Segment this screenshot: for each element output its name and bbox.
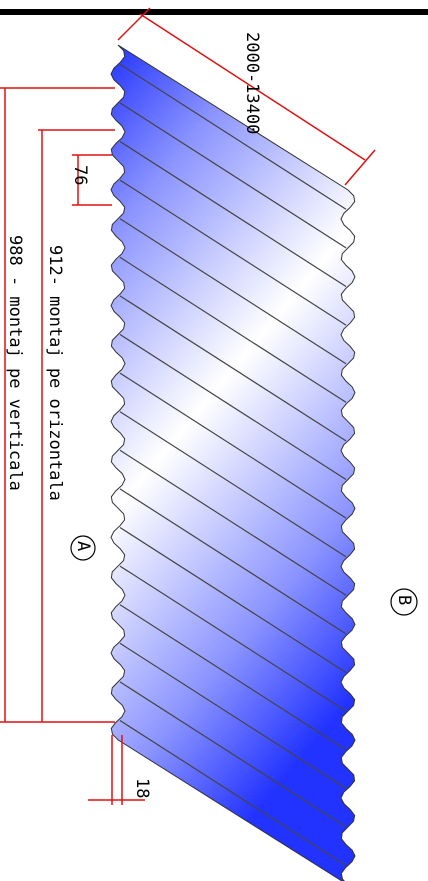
rib-line — [119, 372, 347, 519]
length-label: 2000-13400 — [242, 32, 262, 134]
label-a: A — [73, 541, 93, 551]
rib-line — [119, 719, 347, 867]
rib-line — [119, 333, 347, 481]
dim-ext — [344, 149, 376, 186]
rib-line — [119, 102, 347, 249]
width-horizontal-label: 912- montaj pe orizontala — [45, 245, 65, 501]
label-b: B — [394, 595, 414, 605]
rib-line — [119, 256, 347, 403]
rib-line — [119, 526, 347, 674]
rib-line — [119, 449, 347, 596]
rib-line — [119, 63, 347, 210]
rib-line — [119, 565, 347, 712]
pitch-label: 76 — [70, 165, 90, 185]
marker-circle — [390, 588, 418, 616]
dim-line — [139, 13, 366, 161]
rib-line — [119, 411, 347, 558]
rib-line — [119, 604, 347, 751]
ribs — [119, 63, 347, 867]
rib-line — [119, 642, 347, 789]
rib-line — [119, 140, 347, 288]
width-vertical-label: 988 - montaj pe verticala — [5, 235, 25, 491]
rib-line — [119, 218, 347, 365]
marker-circle — [70, 535, 96, 561]
roof-sheet — [110, 44, 356, 881]
rib-line — [119, 179, 347, 326]
dim-ext — [117, 7, 151, 41]
rib-line — [119, 681, 347, 828]
rib-line — [119, 488, 347, 635]
rib-line — [119, 295, 347, 442]
height-label: 18 — [132, 778, 152, 798]
top-border — [0, 9, 428, 15]
